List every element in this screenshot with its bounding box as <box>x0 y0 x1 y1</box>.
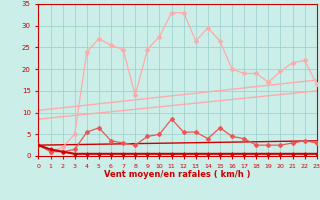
X-axis label: Vent moyen/en rafales ( km/h ): Vent moyen/en rafales ( km/h ) <box>104 170 251 179</box>
